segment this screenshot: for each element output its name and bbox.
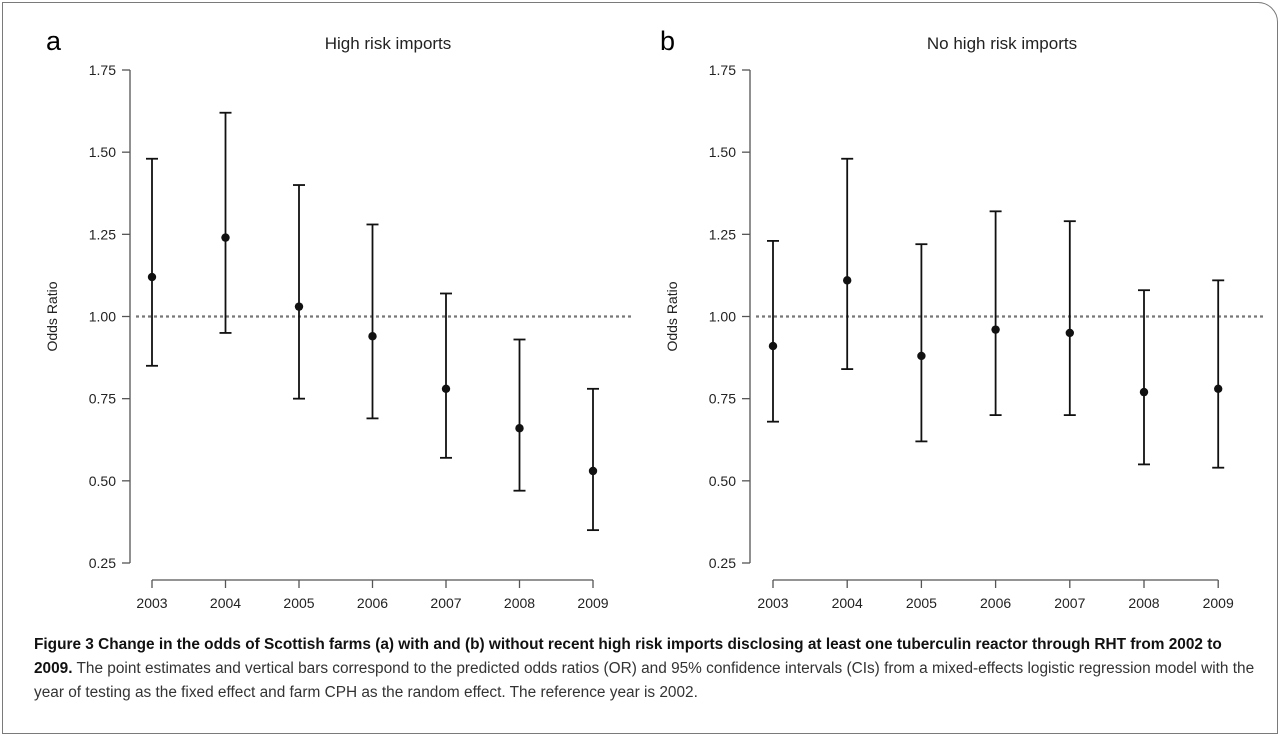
panel-b-y-tick-label: 1.50	[709, 144, 736, 160]
panel-a-y-axis-title: Odds Ratio	[44, 281, 60, 351]
panel-a-x-tick-label: 2006	[357, 595, 388, 611]
panel-b-point-2003	[768, 341, 778, 351]
caption-title: Figure 3 Change in the odds of Scottish …	[34, 636, 1222, 678]
chart-panel-a: 0.25 0.50 0.75 1.00 1.25 1.50 1.75 Odds Ratio 20…	[44, 62, 632, 611]
panel-a-point-2008	[515, 424, 524, 433]
panel-b-x-tick-label: 2003	[757, 595, 788, 611]
panel-a-point-2004	[221, 233, 230, 242]
panel-b-y-tick-label: 0.75	[709, 391, 736, 407]
panel-b-point-2004	[843, 276, 852, 285]
panel-b-letter: b	[660, 26, 676, 56]
chart-panel-b: 0.25 0.50 0.75 1.00 1.25 1.50 1.75 Odds Ratio 20…	[664, 62, 1264, 611]
panel-a-point-2009	[588, 466, 598, 476]
panel-a-x-tick-label: 2008	[504, 595, 535, 611]
panel-a-y-tick-label: 0.25	[89, 555, 116, 571]
panel-a-x-tick-label: 2009	[577, 595, 608, 611]
panel-a-point-2003	[147, 272, 157, 282]
figure-panels: a High risk imports b No high risk impor…	[44, 26, 1264, 611]
panel-a-y-tick-label: 1.50	[89, 144, 116, 160]
panel-b-point-2009	[1214, 384, 1223, 394]
panel-b-y-tick-label: 0.50	[709, 473, 736, 489]
panel-a-x-tick-label: 2005	[283, 595, 314, 611]
panel-a-y-tick-label: 1.25	[89, 226, 116, 242]
panel-b-y-tick-label: 1.00	[709, 309, 736, 325]
panel-b-y-tick-label: 0.25	[709, 555, 736, 571]
panel-b-title: No high risk imports	[926, 34, 1078, 53]
panel-a-x-tick-label: 2007	[430, 595, 461, 611]
panel-a-x-tick-label: 2003	[136, 595, 167, 611]
panel-a-point-2006	[368, 332, 377, 341]
panel-a-point-2007	[441, 384, 451, 394]
panel-a-x-tick-label: 2004	[210, 595, 241, 611]
panel-b-y-tick-label: 1.75	[709, 62, 736, 78]
panel-a-y-tick-label: 0.50	[89, 473, 116, 489]
panel-a-title: High risk imports	[324, 34, 452, 53]
panel-b-x-tick-label: 2004	[832, 595, 863, 611]
figure-caption: Figure 3 Change in the odds of Scottish …	[34, 633, 1256, 706]
panel-b-y-axis-title: Odds Ratio	[664, 281, 680, 351]
panel-b-x-tick-label: 2008	[1128, 595, 1159, 611]
panel-b-y-tick-label: 1.25	[709, 226, 736, 242]
panel-b-point-2007	[1065, 328, 1074, 338]
panel-b-point-2008	[1139, 387, 1149, 397]
panel-a-y-tick-label: 1.75	[89, 62, 116, 78]
panel-a-y-tick-label: 0.75	[89, 391, 116, 407]
caption-body: The point estimates and vertical bars co…	[34, 660, 1255, 702]
panel-b-x-tick-label: 2005	[906, 595, 937, 611]
panel-a-letter: a	[46, 26, 62, 56]
panel-b-x-tick-label: 2007	[1054, 595, 1085, 611]
panel-b-point-2006	[991, 325, 1000, 334]
panel-a-point-2005	[294, 302, 304, 311]
panel-b-x-tick-label: 2006	[980, 595, 1011, 611]
panel-b-x-tick-label: 2009	[1203, 595, 1234, 611]
panel-a-y-tick-label: 1.00	[89, 309, 116, 325]
panel-b-point-2005	[917, 351, 926, 361]
